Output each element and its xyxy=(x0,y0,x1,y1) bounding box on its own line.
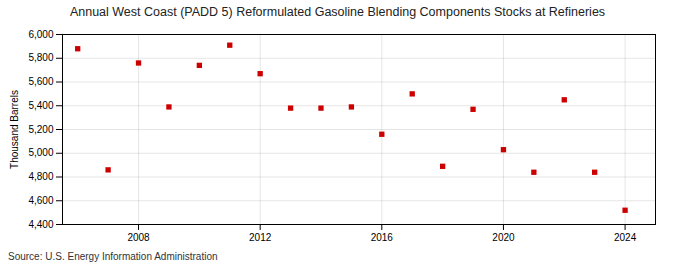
svg-text:5,000: 5,000 xyxy=(28,147,53,158)
svg-text:2020: 2020 xyxy=(492,232,515,243)
svg-text:2008: 2008 xyxy=(127,232,150,243)
svg-text:Thousand Barrels: Thousand Barrels xyxy=(9,90,20,169)
svg-text:4,600: 4,600 xyxy=(28,195,53,206)
svg-text:5,600: 5,600 xyxy=(28,76,53,87)
svg-text:4,400: 4,400 xyxy=(28,219,53,230)
html-text:Annual West Coast (PADD 5) Ref: Annual West Coast (PADD 5) Reformulated … xyxy=(69,5,606,19)
svg-text:6,000: 6,000 xyxy=(28,29,53,40)
svg-text:5,400: 5,400 xyxy=(28,100,53,111)
svg-text:2024: 2024 xyxy=(614,232,637,243)
svg-text:5,200: 5,200 xyxy=(28,124,53,135)
svg-text:5,800: 5,800 xyxy=(28,52,53,63)
svg-text:4,800: 4,800 xyxy=(28,171,53,182)
svg-text:2016: 2016 xyxy=(371,232,394,243)
svg-text:2012: 2012 xyxy=(249,232,272,243)
html-text:Source: U.S. Energy Informatio: Source: U.S. Energy Information Administ… xyxy=(8,251,218,262)
